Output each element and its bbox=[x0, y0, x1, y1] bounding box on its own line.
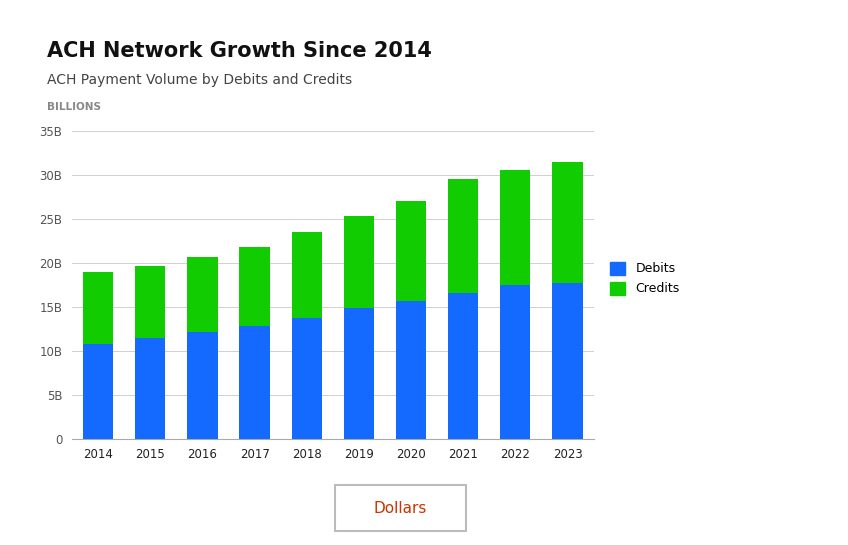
Text: Dollars: Dollars bbox=[374, 501, 427, 516]
Bar bbox=[552, 283, 583, 439]
Text: Payments: 4.8%
Dollars: 4.4%: Payments: 4.8% Dollars: 4.4% bbox=[652, 113, 753, 141]
Bar bbox=[500, 285, 531, 439]
Bar bbox=[343, 216, 374, 307]
Bar bbox=[135, 267, 165, 337]
Text: 31.45 billion: 31.45 billion bbox=[652, 201, 728, 214]
Text: $80.1 trillion: $80.1 trillion bbox=[652, 475, 731, 488]
Bar bbox=[239, 326, 270, 439]
Text: 13.71 billion: 13.71 billion bbox=[652, 350, 728, 364]
Text: 2023 Key Metrics: 2023 Key Metrics bbox=[678, 9, 800, 21]
Bar bbox=[83, 344, 114, 439]
Bar bbox=[292, 318, 322, 439]
Text: YoY Growth:: YoY Growth: bbox=[652, 81, 738, 94]
Text: BILLIONS: BILLIONS bbox=[47, 102, 101, 112]
Bar bbox=[187, 332, 218, 439]
Bar bbox=[448, 179, 478, 293]
Bar bbox=[187, 257, 218, 332]
Text: ACH Payment Volume by Debits and Credits: ACH Payment Volume by Debits and Credits bbox=[47, 74, 352, 88]
Bar bbox=[83, 272, 114, 344]
Bar bbox=[343, 307, 374, 439]
Bar bbox=[448, 293, 478, 439]
Bar bbox=[239, 247, 270, 326]
Text: Credits:: Credits: bbox=[652, 318, 706, 331]
Text: Total Payments:: Total Payments: bbox=[652, 169, 764, 182]
Text: 17.74 billion: 17.74 billion bbox=[652, 278, 729, 291]
Bar bbox=[292, 232, 322, 318]
Text: ACH Network Growth Since 2014: ACH Network Growth Since 2014 bbox=[47, 41, 432, 61]
Bar bbox=[135, 337, 165, 439]
Bar bbox=[500, 171, 531, 285]
Legend: Debits, Credits: Debits, Credits bbox=[611, 262, 679, 295]
Bar bbox=[552, 162, 583, 283]
Bar bbox=[396, 201, 427, 301]
Bar bbox=[396, 301, 427, 439]
Text: Total Dollars
Transferred:: Total Dollars Transferred: bbox=[652, 411, 739, 439]
Text: Debits:: Debits: bbox=[652, 246, 702, 259]
Text: Payments: Payments bbox=[227, 501, 303, 516]
